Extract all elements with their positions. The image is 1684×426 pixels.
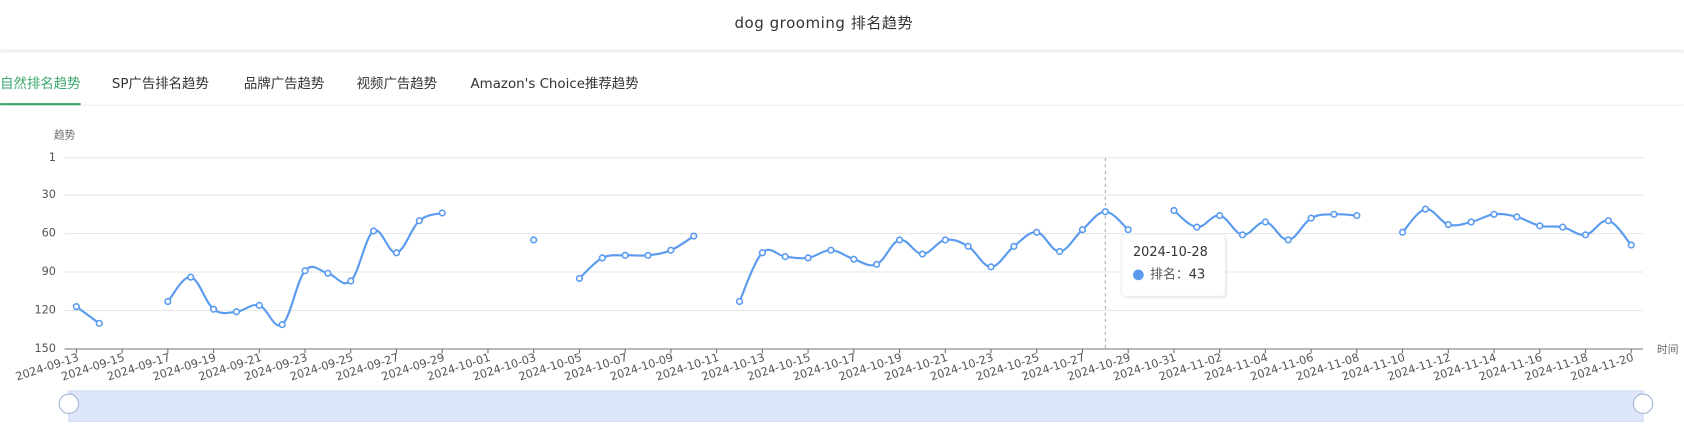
tab[interactable]: 品牌广告趋势	[244, 75, 324, 92]
point[interactable]	[873, 260, 881, 268]
point[interactable]	[1513, 213, 1521, 221]
point[interactable]	[255, 301, 263, 309]
point[interactable]	[918, 250, 927, 258]
point[interactable]	[804, 254, 812, 262]
point[interactable]	[232, 308, 241, 316]
point[interactable]	[95, 319, 103, 327]
point[interactable]	[1033, 228, 1041, 236]
y-tick-label: 60	[42, 227, 56, 240]
header-bg	[0, 0, 1684, 52]
point[interactable]	[1101, 208, 1109, 216]
point[interactable]	[1536, 222, 1544, 230]
point[interactable]	[987, 263, 995, 271]
point[interactable]	[1490, 210, 1498, 218]
point[interactable]	[72, 303, 80, 311]
y-tick-label: 90	[42, 265, 56, 278]
point[interactable]	[1444, 220, 1452, 229]
point[interactable]	[1238, 231, 1247, 239]
point[interactable]	[392, 249, 401, 257]
point[interactable]	[1216, 211, 1224, 220]
y-axis-label: 趋势	[54, 128, 76, 141]
tab-bar: 自然排名趋势 SP广告排名趋势 品牌广告趋势 视频广告趋势 Amazon's Choic…	[0, 75, 639, 106]
tab-underline	[0, 103, 81, 106]
point[interactable]	[1559, 223, 1567, 231]
point[interactable]	[850, 255, 858, 263]
data-zoom	[58, 390, 1654, 423]
point[interactable]	[781, 253, 789, 261]
page-title: dog grooming 排名趋势	[734, 14, 913, 32]
point[interactable]	[1604, 217, 1612, 225]
tooltip-box	[1120, 233, 1226, 297]
zoom-window[interactable]	[68, 390, 1644, 422]
point[interactable]	[1261, 218, 1269, 226]
point[interactable]	[895, 236, 904, 244]
plot: 13060901201502024-09-132024-09-152024-09…	[14, 151, 1644, 384]
point[interactable]	[1467, 218, 1475, 226]
tab[interactable]: Amazon's Choice推荐趋势	[470, 76, 638, 92]
point[interactable]	[621, 251, 629, 259]
point[interactable]	[301, 267, 309, 275]
point[interactable]	[575, 274, 584, 283]
point[interactable]	[187, 273, 195, 281]
point[interactable]	[1124, 226, 1132, 234]
point[interactable]	[1398, 228, 1407, 236]
point[interactable]	[324, 269, 332, 277]
point[interactable]	[1421, 205, 1430, 213]
tab[interactable]: SP广告排名趋势	[112, 76, 209, 92]
point[interactable]	[690, 232, 698, 240]
y-tick-label: 150	[34, 342, 56, 355]
point[interactable]	[530, 236, 538, 244]
header-shadow	[0, 49, 1684, 53]
point[interactable]	[1330, 210, 1338, 218]
point[interactable]	[1581, 231, 1590, 239]
point[interactable]	[827, 246, 835, 254]
tab[interactable]: 视频广告趋势	[357, 76, 437, 92]
point[interactable]	[438, 209, 446, 217]
point[interactable]	[1307, 214, 1315, 222]
point[interactable]	[1193, 223, 1201, 231]
point[interactable]	[758, 249, 766, 257]
point[interactable]	[735, 297, 744, 306]
point[interactable]	[964, 242, 972, 250]
point[interactable]	[1170, 206, 1178, 215]
tooltip-title: 2024-10-28	[1133, 245, 1208, 260]
tooltip-swatch	[1132, 269, 1144, 281]
point[interactable]	[164, 297, 172, 306]
y-tick-label: 120	[34, 303, 56, 316]
point[interactable]	[209, 305, 218, 313]
series-line	[75, 208, 1633, 327]
x-axis-label: 时间	[1657, 343, 1678, 356]
point[interactable]	[1056, 247, 1064, 256]
tab[interactable]: 自然排名趋势	[0, 75, 80, 92]
tooltip-value: 43	[1189, 267, 1205, 282]
point[interactable]	[1010, 242, 1018, 250]
tooltip-label: 排名：	[1150, 266, 1189, 282]
point[interactable]	[667, 246, 675, 254]
zoom-handle-right[interactable]	[1632, 393, 1654, 414]
point[interactable]	[1078, 226, 1087, 234]
y-tick-label: 1	[49, 151, 56, 164]
point[interactable]	[598, 254, 606, 262]
y-tick-label: 30	[42, 188, 56, 201]
point[interactable]	[347, 277, 355, 285]
zoom-handle-left[interactable]	[58, 393, 80, 414]
point[interactable]	[370, 227, 378, 235]
tooltip: 2024-10-28 排名： 43	[1120, 233, 1228, 299]
point[interactable]	[278, 321, 286, 329]
point[interactable]	[941, 236, 949, 244]
point[interactable]	[415, 217, 423, 225]
zoom-track	[68, 390, 1644, 423]
point[interactable]	[1284, 236, 1292, 244]
point[interactable]	[644, 251, 652, 259]
point[interactable]	[1627, 241, 1635, 249]
point[interactable]	[1353, 211, 1361, 220]
